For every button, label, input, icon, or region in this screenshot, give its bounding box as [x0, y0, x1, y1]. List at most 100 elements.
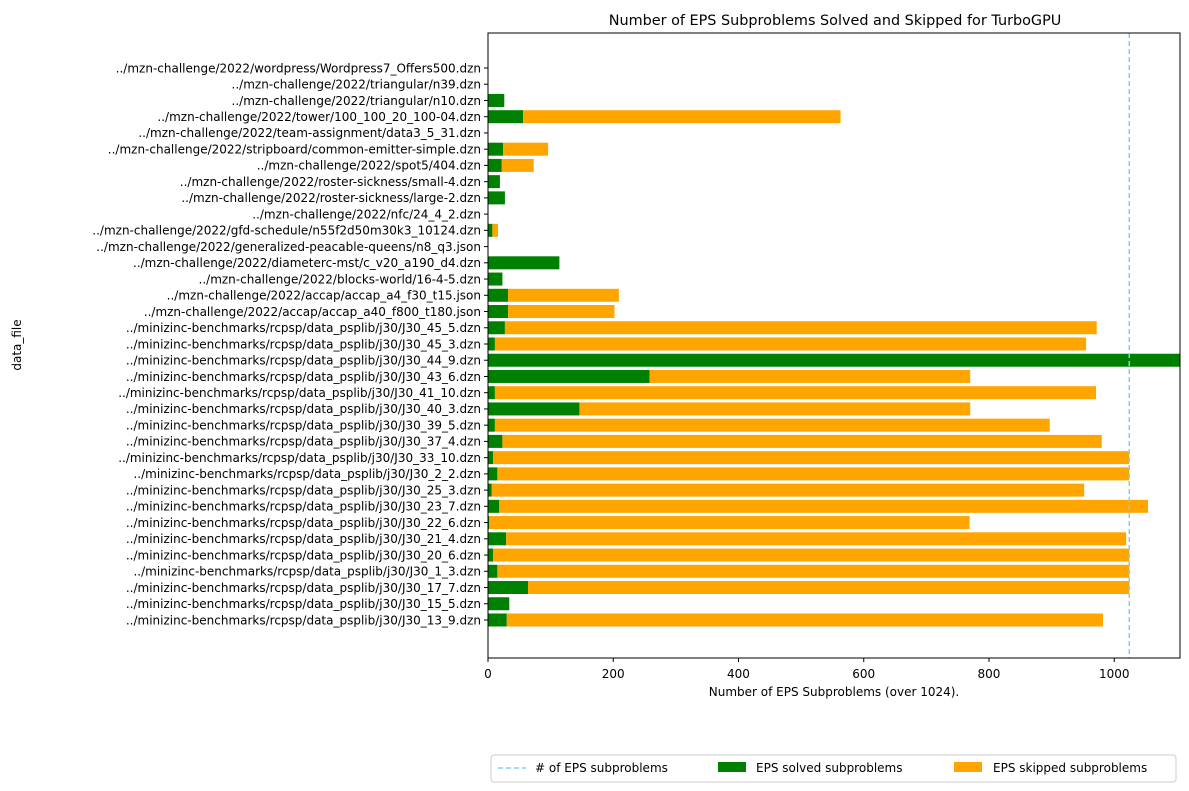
bar-solved: [488, 613, 507, 627]
bar-solved: [488, 110, 524, 124]
y-tick-label: ../minizinc-benchmarks/rcpsp/data_psplib…: [126, 548, 481, 562]
bar-solved: [488, 369, 650, 383]
x-tick-label: 1000: [1099, 667, 1130, 681]
chart-title: Number of EPS Subproblems Solved and Ski…: [609, 13, 1062, 29]
bar-solved: [488, 337, 495, 351]
bar-skipped: [502, 434, 1102, 448]
bar-skipped: [508, 305, 615, 319]
x-axis-label: Number of EPS Subproblems (over 1024).: [709, 685, 960, 699]
bar-solved: [488, 353, 1180, 367]
y-tick-label: ../mzn-challenge/2022/roster-sickness/la…: [181, 191, 481, 205]
bar-skipped: [504, 321, 1097, 335]
y-tick-label: ../minizinc-benchmarks/rcpsp/data_psplib…: [126, 613, 481, 627]
bar-skipped: [506, 532, 1127, 546]
bar-solved: [488, 418, 495, 432]
bar-solved: [488, 581, 529, 595]
legend-label-skipped: EPS skipped subproblems: [993, 761, 1147, 775]
plot-frame: [487, 32, 1181, 659]
bar-solved: [488, 142, 504, 156]
y-tick-label: ../minizinc-benchmarks/rcpsp/data_psplib…: [118, 451, 481, 465]
bar-skipped: [501, 158, 534, 172]
x-tick-label: 0: [484, 667, 492, 681]
y-axis-label: data_file: [10, 319, 24, 370]
bar-skipped: [497, 467, 1130, 481]
y-tick-label: ../mzn-challenge/2022/nfc/24_4_2.dzn: [252, 207, 481, 221]
bar-solved: [488, 93, 505, 107]
y-tick-label: ../minizinc-benchmarks/rcpsp/data_psplib…: [126, 354, 481, 368]
bar-solved: [488, 434, 503, 448]
bar-solved: [488, 272, 503, 286]
y-tick-label: ../mzn-challenge/2022/tower/100_100_20_1…: [157, 110, 481, 124]
bar-skipped: [499, 499, 1149, 513]
legend-label-reference: # of EPS subproblems: [535, 761, 668, 775]
legend-frame: [490, 754, 1177, 783]
bars: [488, 93, 1180, 627]
legend-label-solved: EPS solved subproblems: [756, 761, 902, 775]
y-tick-label: ../mzn-challenge/2022/roster-sickness/sm…: [180, 175, 481, 189]
y-tick-label: ../minizinc-benchmarks/rcpsp/data_psplib…: [126, 418, 481, 432]
bar-skipped: [492, 223, 499, 237]
bar-skipped: [649, 369, 971, 383]
y-tick-label: ../mzn-challenge/2022/wordpress/Wordpres…: [116, 61, 481, 75]
bar-solved: [488, 175, 500, 189]
y-tick-label: ../minizinc-benchmarks/rcpsp/data_psplib…: [126, 402, 481, 416]
y-tick-label: ../mzn-challenge/2022/triangular/n10.dzn: [232, 94, 481, 108]
x-tick-label: 800: [978, 667, 1001, 681]
y-tick-label: ../minizinc-benchmarks/rcpsp/data_psplib…: [126, 597, 481, 611]
y-tick-label: ../mzn-challenge/2022/stripboard/common-…: [108, 142, 481, 156]
bar-solved: [488, 158, 502, 172]
bar-skipped: [503, 142, 549, 156]
y-tick-label: ../minizinc-benchmarks/rcpsp/data_psplib…: [126, 370, 481, 384]
y-tick-label: ../minizinc-benchmarks/rcpsp/data_psplib…: [126, 581, 481, 595]
y-tick-label: ../minizinc-benchmarks/rcpsp/data_psplib…: [126, 500, 481, 514]
bar-solved: [488, 402, 580, 416]
y-tick-label: ../minizinc-benchmarks/rcpsp/data_psplib…: [126, 321, 481, 335]
bar-solved: [488, 191, 505, 205]
y-tick-label: ../minizinc-benchmarks/rcpsp/data_psplib…: [133, 467, 481, 481]
legend-swatch-solved: [718, 762, 746, 772]
bar-skipped: [491, 483, 1085, 497]
y-tick-label: ../mzn-challenge/2022/team-assignment/da…: [138, 126, 481, 140]
bar-skipped: [528, 581, 1130, 595]
bar-solved: [488, 483, 492, 497]
bar-solved: [488, 467, 498, 481]
y-tick-label: ../mzn-challenge/2022/accap/accap_a4_f30…: [167, 289, 481, 303]
y-tick-label: ../mzn-challenge/2022/generalized-peacab…: [96, 240, 481, 254]
bar-solved: [488, 386, 495, 400]
x-tick-label: 600: [852, 667, 875, 681]
bar-solved: [488, 499, 500, 513]
bar-solved: [488, 288, 509, 302]
bar-skipped: [508, 288, 619, 302]
y-tick-label: ../minizinc-benchmarks/rcpsp/data_psplib…: [126, 435, 481, 449]
bar-skipped: [523, 110, 841, 124]
bar-solved: [488, 597, 510, 611]
y-tick-label: ../minizinc-benchmarks/rcpsp/data_psplib…: [126, 483, 481, 497]
y-tick-group: ../mzn-challenge/2022/wordpress/Wordpres…: [92, 61, 488, 627]
y-tick-label: ../minizinc-benchmarks/rcpsp/data_psplib…: [126, 532, 481, 546]
bar-skipped: [493, 451, 1130, 465]
bar-skipped: [506, 613, 1103, 627]
y-tick-label: ../mzn-challenge/2022/triangular/n39.dzn: [232, 78, 481, 92]
y-tick-label: ../mzn-challenge/2022/gfd-schedule/n55f2…: [92, 224, 481, 238]
bar-solved: [488, 321, 505, 335]
bar-solved: [488, 223, 493, 237]
bar-skipped: [494, 418, 1050, 432]
bar-solved: [488, 564, 498, 578]
bar-skipped: [493, 548, 1130, 562]
x-tick-label: 400: [727, 667, 750, 681]
bar-solved: [488, 548, 494, 562]
bar-skipped: [494, 386, 1097, 400]
bar-skipped: [489, 516, 970, 530]
y-tick-label: ../mzn-challenge/2022/blocks-world/16-4-…: [199, 272, 481, 286]
bar-skipped: [497, 564, 1130, 578]
bar-skipped: [494, 337, 1087, 351]
legend-swatch-skipped: [954, 762, 982, 772]
y-tick-label: ../minizinc-benchmarks/rcpsp/data_psplib…: [126, 516, 481, 530]
bar-solved: [488, 516, 490, 530]
y-tick-label: ../minizinc-benchmarks/rcpsp/data_psplib…: [126, 337, 481, 351]
bar-skipped: [579, 402, 971, 416]
bar-solved: [488, 532, 507, 546]
bar-solved: [488, 305, 509, 319]
x-tick-label: 200: [602, 667, 625, 681]
